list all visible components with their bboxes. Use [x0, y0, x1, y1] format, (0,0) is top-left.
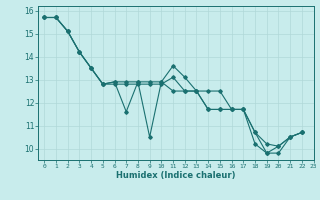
- X-axis label: Humidex (Indice chaleur): Humidex (Indice chaleur): [116, 171, 236, 180]
